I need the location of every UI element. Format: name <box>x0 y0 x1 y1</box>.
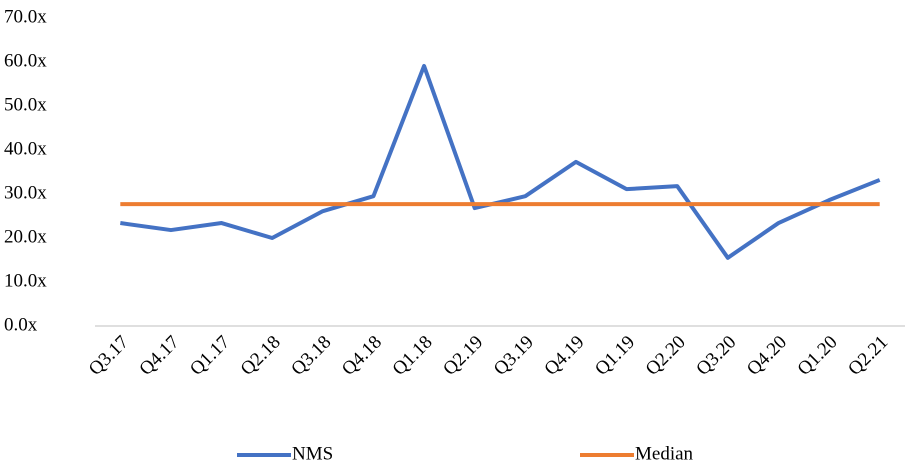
x-tick-label: Q3.18 <box>287 332 335 380</box>
x-tick-label: Q1.19 <box>591 332 639 380</box>
legend-label: NMS <box>292 443 333 464</box>
x-tick-label: Q4.18 <box>338 332 386 380</box>
x-tick-label: Q2.19 <box>439 332 487 380</box>
x-tick-label: Q3.19 <box>490 332 538 380</box>
y-tick-label: 40.0x <box>4 138 47 159</box>
y-tick-label: 70.0x <box>4 6 47 27</box>
x-tick-label: Q1.18 <box>389 332 437 380</box>
y-tick-label: 60.0x <box>4 50 47 71</box>
x-tick-label: Q1.20 <box>794 332 842 380</box>
x-tick-label: Q3.20 <box>692 332 740 380</box>
x-tick-label: Q4.19 <box>540 332 588 380</box>
x-tick-label: Q2.20 <box>642 332 690 380</box>
x-tick-label: Q3.17 <box>85 332 133 380</box>
x-tick-label: Q2.21 <box>844 332 892 380</box>
series-line <box>120 63 881 260</box>
x-tick-label: Q2.18 <box>237 332 285 380</box>
legend-label: Median <box>635 443 694 464</box>
x-tick-label: Q4.17 <box>135 332 183 380</box>
y-tick-label: 50.0x <box>4 94 47 115</box>
y-tick-label: 0.0x <box>4 314 38 335</box>
y-tick-label: 30.0x <box>4 182 47 203</box>
x-tick-label: Q1.17 <box>186 332 234 380</box>
x-tick-label: Q4.20 <box>743 332 791 380</box>
y-tick-label: 10.0x <box>4 270 47 291</box>
y-tick-label: 20.0x <box>4 226 47 247</box>
